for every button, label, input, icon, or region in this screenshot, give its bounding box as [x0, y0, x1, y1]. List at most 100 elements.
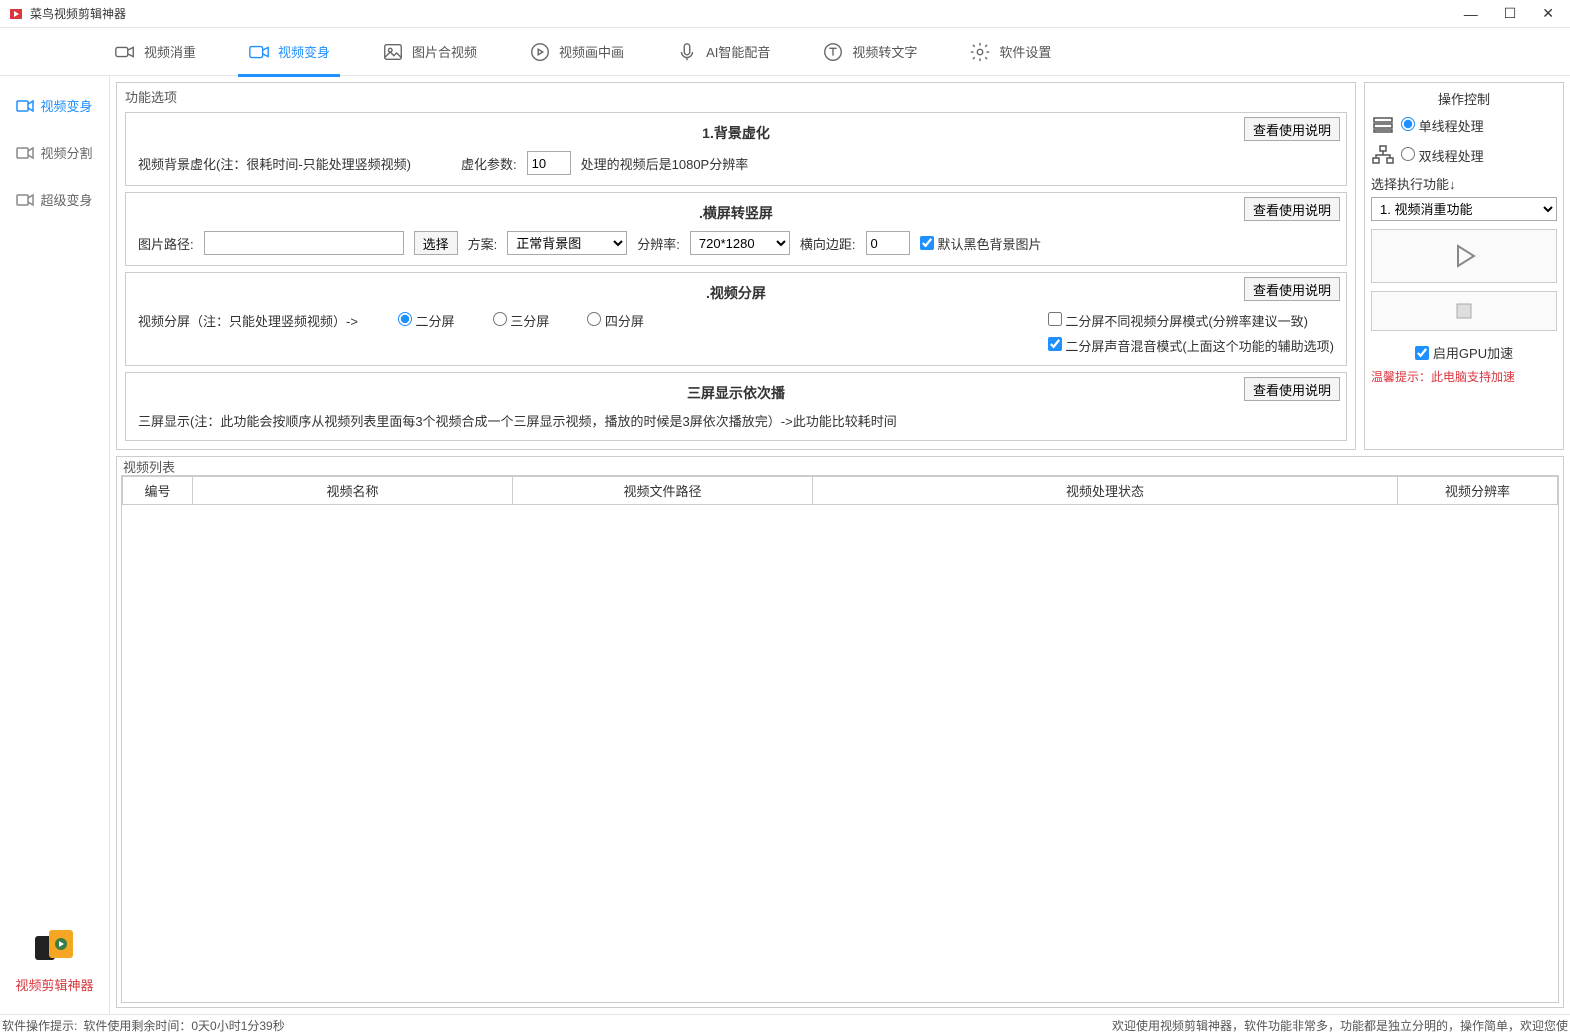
control-title: 操作控制 [1371, 89, 1557, 108]
app-icon [8, 6, 24, 22]
list-title: 视频列表 [117, 457, 1563, 475]
path-label: 图片路径: [138, 234, 194, 253]
video-icon [16, 193, 34, 207]
tab-label: AI智能配音 [706, 42, 770, 61]
sidebar: 视频变身 视频分割 超级变身 视频剪辑神器 [0, 76, 110, 1014]
triple-note: 三屏显示(注：此功能会按顺序从视频列表里面每3个视频合成一个三屏显示视频，播放的… [138, 411, 897, 430]
section-heading: 三屏显示依次播 [138, 383, 1334, 403]
sidebar-item-transform[interactable]: 视频变身 [16, 96, 92, 115]
col-path: 视频文件路径 [513, 477, 813, 505]
margin-input[interactable] [866, 231, 910, 255]
help-button[interactable]: 查看使用说明 [1244, 117, 1340, 141]
sidebar-item-split[interactable]: 视频分割 [16, 143, 92, 162]
minimize-button[interactable]: — [1464, 6, 1478, 22]
margin-label: 横向边距: [800, 234, 856, 253]
sidebar-item-label: 超级变身 [40, 190, 92, 209]
single-thread-icon [1371, 114, 1395, 136]
after-label: 处理的视频后是1080P分辨率 [581, 154, 749, 173]
video-table[interactable]: 编号 视频名称 视频文件路径 视频处理状态 视频分辨率 [121, 475, 1559, 1003]
tab-dub[interactable]: AI智能配音 [672, 28, 774, 76]
tab-label: 视频转文字 [852, 42, 917, 61]
section-split: .视频分屏 查看使用说明 视频分屏（注：只能处理竖频视频）-> 二分屏 三分屏 … [125, 272, 1347, 366]
video-icon [16, 99, 34, 113]
split-note: 视频分屏（注：只能处理竖频视频）-> [138, 311, 358, 330]
section-heading: .横屏转竖屏 [138, 203, 1334, 223]
status-left-label: 软件操作提示: [2, 1017, 77, 1034]
video-camera-icon [114, 41, 136, 63]
video-icon [16, 146, 34, 160]
help-button[interactable]: 查看使用说明 [1244, 377, 1340, 401]
app-title: 菜鸟视频剪辑神器 [30, 5, 126, 22]
video-list-panel: 视频列表 编号 视频名称 视频文件路径 视频处理状态 视频分辨率 [116, 456, 1564, 1008]
sidebar-item-label: 视频分割 [40, 143, 92, 162]
col-status: 视频处理状态 [813, 477, 1398, 505]
param-label: 虚化参数: [461, 154, 517, 173]
play-button[interactable] [1371, 229, 1557, 283]
split-2-radio[interactable]: 二分屏 [398, 311, 455, 330]
film-icon [529, 41, 551, 63]
plan-label: 方案: [468, 234, 498, 253]
tab-label: 视频变身 [278, 42, 330, 61]
sidebar-item-label: 视频变身 [40, 96, 92, 115]
tab-label: 图片合视频 [412, 42, 477, 61]
gpu-checkbox[interactable]: 启用GPU加速 [1371, 343, 1557, 362]
image-path-input[interactable] [204, 231, 404, 255]
choose-button[interactable]: 选择 [414, 231, 458, 255]
help-button[interactable]: 查看使用说明 [1244, 197, 1340, 221]
black-bg-check[interactable] [920, 236, 934, 250]
tab-text[interactable]: 视频转文字 [818, 28, 921, 76]
select-func-label: 选择执行功能↓ [1371, 174, 1557, 193]
control-panel: 操作控制 单线程处理 双线程处理 选择执行功能↓ 1. 视频消重功能 [1364, 82, 1564, 450]
col-res: 视频分辨率 [1398, 477, 1558, 505]
tab-merge[interactable]: 图片合视频 [378, 28, 481, 76]
section-heading: 1.背景虚化 [138, 123, 1334, 143]
section-blur: 1.背景虚化 查看使用说明 视频背景虚化(注：很耗时间-只能处理竖频视频) 虚化… [125, 112, 1347, 186]
options-title: 功能选项 [125, 87, 1347, 106]
tab-dedup[interactable]: 视频消重 [110, 28, 200, 76]
tab-label: 软件设置 [999, 42, 1051, 61]
split-diff-checkbox[interactable]: 二分屏不同视频分屏模式(分辨率建议一致) [1048, 311, 1334, 330]
section-triple: 三屏显示依次播 查看使用说明 三屏显示(注：此功能会按顺序从视频列表里面每3个视… [125, 372, 1347, 441]
multi-thread-radio[interactable]: 双线程处理 [1401, 146, 1484, 165]
split-4-radio[interactable]: 四分屏 [587, 311, 644, 330]
logo-label: 视频剪辑神器 [15, 975, 93, 994]
gpu-hint: 温馨提示：此电脑支持加速 [1371, 368, 1557, 385]
video-icon [248, 41, 270, 63]
tab-label: 视频消重 [144, 42, 196, 61]
section-heading: .视频分屏 [138, 283, 1334, 303]
col-index: 编号 [123, 477, 193, 505]
sidebar-item-super[interactable]: 超级变身 [16, 190, 92, 209]
maximize-button[interactable]: ☐ [1504, 5, 1517, 22]
top-tabs: 视频消重 视频变身 图片合视频 视频画中画 AI智能配音 视频转文字 软件设置 [0, 28, 1570, 76]
gear-icon [969, 41, 991, 63]
help-button[interactable]: 查看使用说明 [1244, 277, 1340, 301]
res-label: 分辨率: [637, 234, 680, 253]
text-icon [822, 41, 844, 63]
tab-label: 视频画中画 [559, 42, 624, 61]
multi-thread-icon [1371, 144, 1395, 166]
col-name: 视频名称 [193, 477, 513, 505]
split-3-radio[interactable]: 三分屏 [493, 311, 550, 330]
close-button[interactable]: ✕ [1542, 5, 1554, 22]
titlebar: 菜鸟视频剪辑神器 — ☐ ✕ [0, 0, 1570, 28]
tab-transform[interactable]: 视频变身 [244, 28, 334, 76]
options-panel: 功能选项 1.背景虚化 查看使用说明 视频背景虚化(注：很耗时间-只能处理竖频视… [116, 82, 1356, 450]
status-left-value: 软件使用剩余时间：0天0小时1分39秒 [83, 1017, 284, 1034]
section-rotate: .横屏转竖屏 查看使用说明 图片路径: 选择 方案: 正常背景图 分辨率: 72… [125, 192, 1347, 266]
statusbar: 软件操作提示: 软件使用剩余时间：0天0小时1分39秒 欢迎使用视频剪辑神器，软… [0, 1014, 1570, 1036]
stop-button[interactable] [1371, 291, 1557, 331]
microphone-icon [676, 41, 698, 63]
plan-select[interactable]: 正常背景图 [507, 231, 627, 255]
status-right: 欢迎使用视频剪辑神器，软件功能非常多，功能都是独立分明的，操作简单，欢迎您使 [1112, 1017, 1568, 1034]
tab-pip[interactable]: 视频画中画 [525, 28, 628, 76]
single-thread-radio[interactable]: 单线程处理 [1401, 116, 1484, 135]
image-icon [382, 41, 404, 63]
note-label: 视频背景虚化(注：很耗时间-只能处理竖频视频) [138, 154, 411, 173]
blur-param-input[interactable] [527, 151, 571, 175]
tab-settings[interactable]: 软件设置 [965, 28, 1055, 76]
split-mix-checkbox[interactable]: 二分屏声音混音模式(上面这个功能的辅助选项) [1048, 336, 1334, 355]
function-select[interactable]: 1. 视频消重功能 [1371, 197, 1557, 221]
resolution-select[interactable]: 720*1280 [690, 231, 790, 255]
app-logo: 视频剪辑神器 [15, 926, 93, 994]
black-bg-checkbox[interactable]: 默认黑色背景图片 [920, 234, 1042, 253]
